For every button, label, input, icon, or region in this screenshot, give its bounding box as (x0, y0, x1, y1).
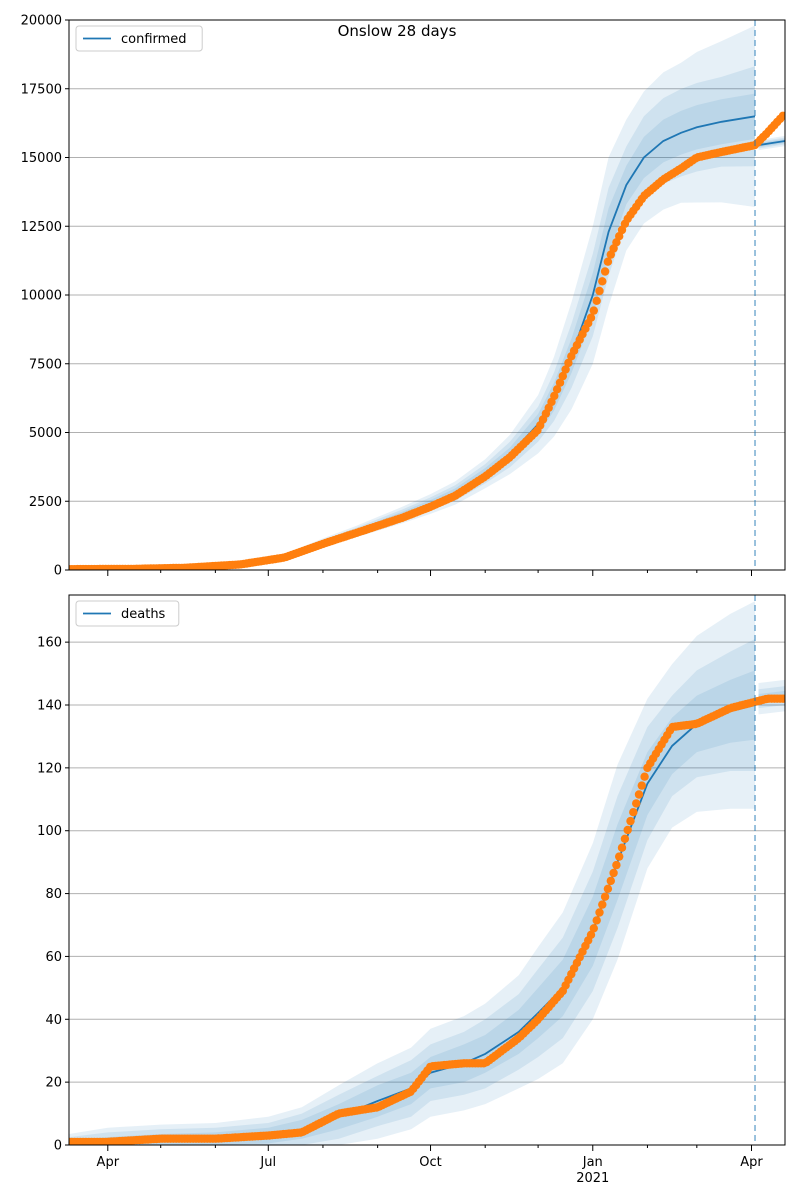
observed-point (640, 772, 649, 781)
x-tick-label: Jul (259, 1155, 276, 1170)
y-tick-label: 20000 (21, 14, 62, 29)
x-tick-sublabel: 2021 (576, 1171, 609, 1186)
x-tick-label: Apr (740, 1155, 763, 1170)
legend: confirmed (75, 25, 203, 52)
observed-point (589, 924, 598, 933)
observed-point (615, 852, 624, 861)
observed-point (558, 371, 567, 381)
observed-point (778, 111, 785, 120)
y-tick-label: 12500 (21, 220, 62, 235)
observed-point (629, 808, 638, 817)
legend-label: deaths (121, 607, 166, 622)
observed-point (609, 868, 618, 878)
observed-point (603, 884, 613, 893)
observed-point (595, 286, 604, 296)
observed-point (550, 391, 559, 401)
uncertainty-band-3 (69, 25, 755, 570)
observed-point (586, 930, 596, 939)
y-tick-label: 60 (45, 950, 62, 965)
uncertainty-band-2 (69, 66, 755, 570)
observed-point (637, 781, 646, 790)
x-tick-label: Oct (419, 1155, 441, 1170)
figure-title: Onslow 28 days (338, 22, 457, 40)
confirmed-panel: 0 2500 5000 7500 10000 12500 15000 17500 20000 co… (21, 14, 786, 579)
observed-point (603, 257, 613, 266)
y-tick-label: 5000 (29, 426, 62, 441)
observed-point (623, 825, 632, 835)
observed-point (595, 908, 604, 917)
legend-label: confirmed (121, 32, 187, 47)
observed-point (564, 358, 573, 368)
observed-point (617, 843, 627, 852)
y-tick-label: 40 (45, 1013, 62, 1028)
axes-frame (68, 594, 786, 1146)
x-tick-label: Apr (97, 1155, 120, 1170)
model-line (758, 140, 785, 146)
legend: deaths (75, 600, 180, 627)
observed-point (606, 876, 615, 886)
observed-point (598, 277, 607, 286)
observed-point (632, 799, 641, 808)
uncertainty-band-1 (69, 93, 755, 570)
observed-point (592, 916, 601, 925)
uncertainty-band-1 (69, 670, 755, 1145)
observed-point (552, 385, 562, 394)
uncertainty-band-3 (69, 601, 755, 1145)
y-tick-label: 10000 (21, 289, 62, 304)
y-tick-label: 7500 (29, 357, 62, 372)
observed-point (589, 306, 598, 315)
observed-point (620, 834, 630, 843)
y-tick-label: 120 (37, 761, 62, 776)
observed-point (600, 267, 610, 276)
x-tick-label: Jan (582, 1155, 603, 1170)
observed-point (561, 365, 570, 374)
observed-point (598, 900, 607, 909)
y-tick-label: 140 (37, 699, 62, 714)
y-tick-label: 160 (37, 636, 62, 651)
observed-point (778, 694, 785, 703)
y-tick-label: 80 (45, 887, 62, 902)
uncertainty-band-2 (69, 639, 755, 1145)
y-tick-label: 15000 (21, 151, 62, 166)
observed-point (634, 790, 644, 799)
observed-point (592, 296, 601, 305)
observed-point (555, 378, 565, 387)
y-tick-label: 0 (54, 564, 62, 579)
observed-point (626, 816, 635, 826)
y-tick-label: 100 (37, 824, 62, 839)
observed-point (600, 892, 610, 901)
observed-point (586, 313, 596, 322)
y-tick-label: 2500 (29, 495, 62, 510)
y-tick-label: 0 (54, 1139, 62, 1154)
y-tick-label: 17500 (21, 82, 62, 97)
y-tick-label: 20 (45, 1076, 62, 1091)
observed-point (612, 860, 621, 870)
